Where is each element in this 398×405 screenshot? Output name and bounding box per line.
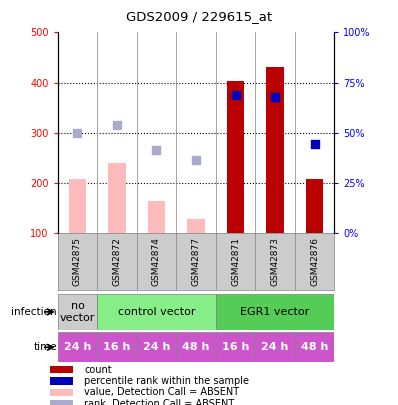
Text: GSM42877: GSM42877 xyxy=(191,237,201,286)
Text: infection: infection xyxy=(11,307,57,317)
Bar xyxy=(216,294,334,330)
Bar xyxy=(97,332,137,362)
Text: 48 h: 48 h xyxy=(301,342,328,352)
Point xyxy=(193,156,199,163)
Bar xyxy=(58,294,97,330)
Point xyxy=(114,122,120,128)
Bar xyxy=(266,68,284,233)
Bar xyxy=(68,179,86,233)
Text: GDS2009 / 229615_at: GDS2009 / 229615_at xyxy=(126,10,272,23)
Text: GSM42872: GSM42872 xyxy=(113,237,121,286)
Text: no
vector: no vector xyxy=(60,301,95,323)
Point xyxy=(311,141,318,147)
Text: GSM42874: GSM42874 xyxy=(152,237,161,286)
Text: 24 h: 24 h xyxy=(261,342,289,352)
Bar xyxy=(50,366,73,373)
Text: count: count xyxy=(84,365,112,375)
Text: GSM42876: GSM42876 xyxy=(310,237,319,286)
Text: 16 h: 16 h xyxy=(222,342,249,352)
Bar xyxy=(97,294,216,330)
Text: value, Detection Call = ABSENT: value, Detection Call = ABSENT xyxy=(84,388,239,397)
Bar xyxy=(255,332,295,362)
Text: GSM42873: GSM42873 xyxy=(271,237,279,286)
Text: time: time xyxy=(33,342,57,352)
Bar xyxy=(216,332,255,362)
Bar xyxy=(50,389,73,396)
Bar xyxy=(58,332,97,362)
Point xyxy=(153,147,160,153)
Bar xyxy=(108,163,126,233)
Bar xyxy=(50,400,73,405)
Point xyxy=(232,92,239,98)
Text: 24 h: 24 h xyxy=(64,342,91,352)
Point xyxy=(74,130,81,136)
Text: 16 h: 16 h xyxy=(103,342,131,352)
Text: GSM42875: GSM42875 xyxy=(73,237,82,286)
Text: GSM42871: GSM42871 xyxy=(231,237,240,286)
Bar xyxy=(295,332,334,362)
Bar xyxy=(187,219,205,233)
Text: EGR1 vector: EGR1 vector xyxy=(240,307,310,317)
Text: 48 h: 48 h xyxy=(182,342,210,352)
Bar xyxy=(50,377,73,385)
Point xyxy=(272,93,278,100)
Bar xyxy=(226,81,244,233)
Text: percentile rank within the sample: percentile rank within the sample xyxy=(84,376,249,386)
Text: 24 h: 24 h xyxy=(143,342,170,352)
Text: rank, Detection Call = ABSENT: rank, Detection Call = ABSENT xyxy=(84,399,234,405)
Bar xyxy=(137,332,176,362)
Bar xyxy=(306,179,324,233)
Text: control vector: control vector xyxy=(118,307,195,317)
Bar xyxy=(176,332,216,362)
Bar xyxy=(148,201,166,233)
